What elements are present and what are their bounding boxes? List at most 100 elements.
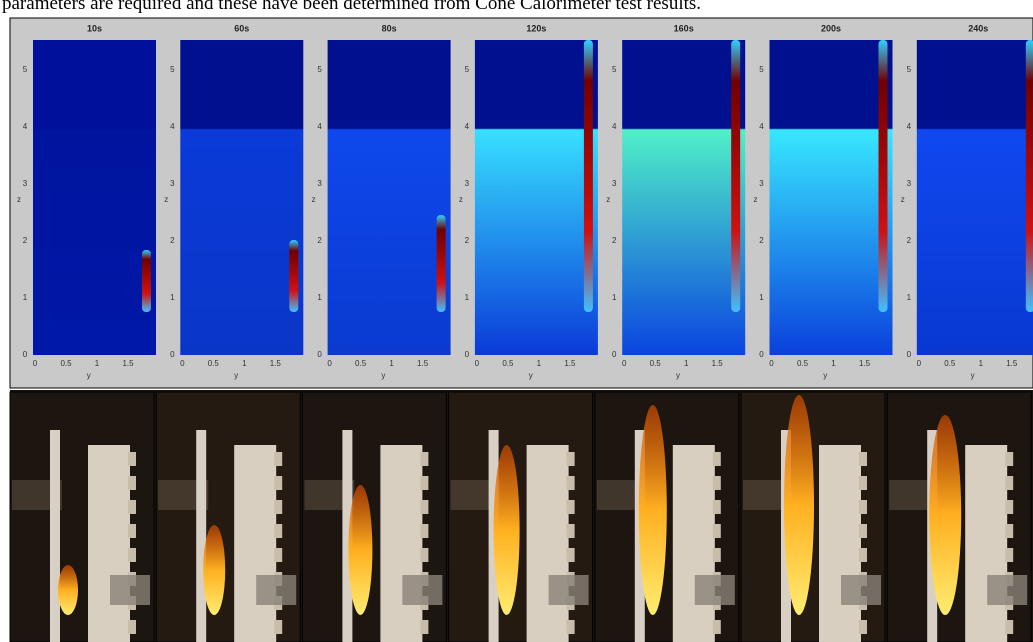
photo-wall xyxy=(88,445,130,642)
photo-brick xyxy=(1005,476,1013,490)
y-tick-label: 3 xyxy=(759,179,764,188)
x-tick-label: 1 xyxy=(684,359,689,368)
x-tick-label: 1.5 xyxy=(564,359,576,368)
x-tick-label: 0.5 xyxy=(797,359,809,368)
photo-brick xyxy=(128,620,136,634)
photo-brick xyxy=(859,620,867,634)
photo-brick xyxy=(713,452,721,466)
x-tick-label: 0 xyxy=(180,359,185,368)
photo-flame xyxy=(348,485,372,615)
photo-brick xyxy=(859,524,867,538)
x-tick-label: 0 xyxy=(769,359,774,368)
photo-brick xyxy=(274,476,282,490)
x-axis-label: y xyxy=(823,371,827,380)
photo-base xyxy=(110,575,150,605)
x-tick-label: 0.5 xyxy=(502,359,514,368)
photo-brick xyxy=(567,548,575,562)
y-tick-label: 1 xyxy=(759,293,764,302)
x-tick-label: 0 xyxy=(33,359,38,368)
y-tick-label: 4 xyxy=(759,122,764,131)
photo-brick xyxy=(567,524,575,538)
photo-brick xyxy=(274,548,282,562)
photo-brick xyxy=(1005,452,1013,466)
y-tick-label: 3 xyxy=(907,179,912,188)
photo-flame xyxy=(639,405,667,615)
heatmap xyxy=(622,40,745,355)
y-tick-label: 1 xyxy=(465,293,470,302)
photo-brick xyxy=(567,620,575,634)
x-tick-label: 0.5 xyxy=(650,359,662,368)
y-tick-label: 0 xyxy=(759,350,764,359)
panel-title: 80s xyxy=(382,23,397,33)
photo-brick xyxy=(859,452,867,466)
photo-base xyxy=(549,575,589,605)
photo-brick xyxy=(713,500,721,514)
y-tick-label: 0 xyxy=(170,350,175,359)
hot-stripe xyxy=(584,40,593,312)
y-axis-label: z xyxy=(901,195,905,204)
photo-brick xyxy=(713,524,721,538)
panel-title: 240s xyxy=(968,23,988,33)
photo-brick xyxy=(1005,548,1013,562)
y-tick-label: 2 xyxy=(907,236,912,245)
hot-stripe xyxy=(879,40,888,312)
x-axis-label: y xyxy=(971,371,975,380)
photo-brick xyxy=(274,620,282,634)
y-tick-label: 4 xyxy=(612,122,617,131)
photo-brick xyxy=(274,524,282,538)
y-axis-label: z xyxy=(606,195,610,204)
y-tick-label: 5 xyxy=(465,65,470,74)
y-tick-label: 4 xyxy=(907,122,912,131)
figure: 10s01234500.511.5yz60s01234500.511.5yz80… xyxy=(0,0,1033,642)
photo-brick xyxy=(420,620,428,634)
photo-base xyxy=(402,575,442,605)
panel-title: 160s xyxy=(674,23,694,33)
x-tick-label: 1 xyxy=(95,359,100,368)
y-tick-label: 4 xyxy=(170,122,175,131)
y-axis-label: z xyxy=(754,195,758,204)
photo-brick xyxy=(859,548,867,562)
photo-brick xyxy=(128,500,136,514)
y-tick-label: 4 xyxy=(317,122,322,131)
x-tick-label: 0 xyxy=(327,359,332,368)
photo-base xyxy=(695,575,735,605)
photo-wall xyxy=(380,445,422,642)
photo-brick xyxy=(420,500,428,514)
y-tick-label: 2 xyxy=(170,236,175,245)
y-tick-label: 2 xyxy=(317,236,322,245)
x-axis-label: y xyxy=(234,371,238,380)
y-tick-label: 0 xyxy=(23,350,28,359)
x-tick-label: 1.5 xyxy=(122,359,134,368)
x-tick-label: 1.5 xyxy=(859,359,871,368)
y-tick-label: 1 xyxy=(23,293,28,302)
x-tick-label: 0 xyxy=(622,359,627,368)
photo-wall xyxy=(527,445,569,642)
y-tick-label: 1 xyxy=(170,293,175,302)
photo-brick xyxy=(274,452,282,466)
y-tick-label: 5 xyxy=(317,65,322,74)
x-tick-label: 1 xyxy=(979,359,984,368)
photo-brick xyxy=(128,476,136,490)
photo-wall xyxy=(965,445,1007,642)
x-tick-label: 1.5 xyxy=(1006,359,1018,368)
heatmap xyxy=(33,40,156,355)
photo-brick xyxy=(1005,500,1013,514)
photo-brick xyxy=(128,524,136,538)
photo-brick xyxy=(420,524,428,538)
y-axis-label: z xyxy=(459,195,463,204)
photo-brick xyxy=(713,548,721,562)
y-tick-label: 4 xyxy=(465,122,470,131)
panel-title: 200s xyxy=(821,23,841,33)
y-tick-label: 0 xyxy=(317,350,322,359)
heatmap xyxy=(917,40,1033,355)
photo-brick xyxy=(859,476,867,490)
photo-wall xyxy=(819,445,861,642)
photo-brick xyxy=(567,476,575,490)
heatmap xyxy=(475,40,598,355)
y-tick-label: 3 xyxy=(317,179,322,188)
y-tick-label: 0 xyxy=(612,350,617,359)
x-tick-label: 1 xyxy=(831,359,836,368)
photo-brick xyxy=(1005,620,1013,634)
y-tick-label: 1 xyxy=(317,293,322,302)
x-tick-label: 0.5 xyxy=(208,359,220,368)
